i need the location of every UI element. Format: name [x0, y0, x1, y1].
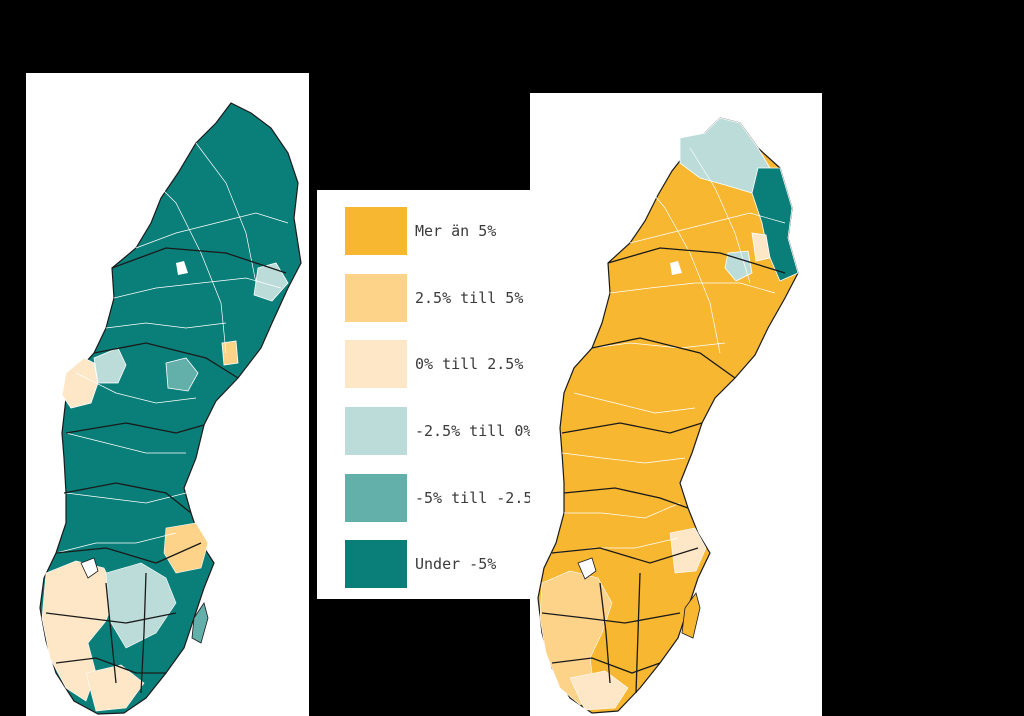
lake-vanern-right [577, 557, 597, 580]
region-coast-light [221, 340, 239, 366]
legend-item-minus-2-5-till-0: -2.5% till 0% [345, 407, 532, 455]
legend-item-2-5-till-5: 2.5% till 5% [345, 274, 523, 322]
county-borders-right [541, 247, 786, 694]
region-south-mosaic-right [539, 570, 613, 706]
lake-vanern-left [80, 557, 99, 579]
sweden-map-right [537, 117, 799, 714]
legend-swatch [345, 207, 407, 255]
region-south-light [105, 562, 177, 649]
island-gotland-right [681, 592, 701, 639]
legend-label: Under -5% [415, 555, 497, 573]
legend-label: -5% till -2.5% [415, 489, 542, 507]
lake-north-left [176, 261, 188, 275]
region-north-inner-teal [724, 250, 753, 282]
legend-swatch [345, 474, 407, 522]
legend-item-mer-an-5: Mer än 5% [345, 207, 496, 255]
sweden-map-left [39, 102, 302, 715]
legend-item-0-till-2-5: 0% till 2.5% [345, 340, 523, 388]
region-east-teal [165, 357, 199, 392]
legend-swatch [345, 540, 407, 588]
region-southeast [163, 522, 209, 574]
legend-swatch [345, 274, 407, 322]
legend-item-under-minus-5: Under -5% [345, 540, 496, 588]
lake-north-right [670, 261, 682, 275]
legend-swatch [345, 340, 407, 388]
region-south-tip-right [569, 670, 629, 711]
legend-panel: Mer än 5% 2.5% till 5% 0% till 2.5% -2.5… [317, 190, 541, 599]
region-northeast-light [751, 232, 771, 262]
island-gotland-left [191, 602, 209, 644]
county-borders-left [45, 247, 287, 694]
region-west-light [61, 357, 99, 409]
legend-label: Mer än 5% [415, 222, 497, 240]
legend-swatch [345, 407, 407, 455]
region-north-edge [253, 262, 289, 302]
region-south-tip [85, 664, 145, 712]
municipality-borders-left [55, 142, 289, 554]
legend-item-minus-5-till-minus-2-5: -5% till -2.5% [345, 474, 541, 522]
region-northeast-darkteal [751, 167, 799, 282]
legend-label: 2.5% till 5% [415, 289, 524, 307]
map-panel-left [26, 73, 309, 716]
map-panel-right [530, 93, 822, 716]
legend-label: -2.5% till 0% [415, 422, 533, 440]
legend-label: 0% till 2.5% [415, 355, 524, 373]
